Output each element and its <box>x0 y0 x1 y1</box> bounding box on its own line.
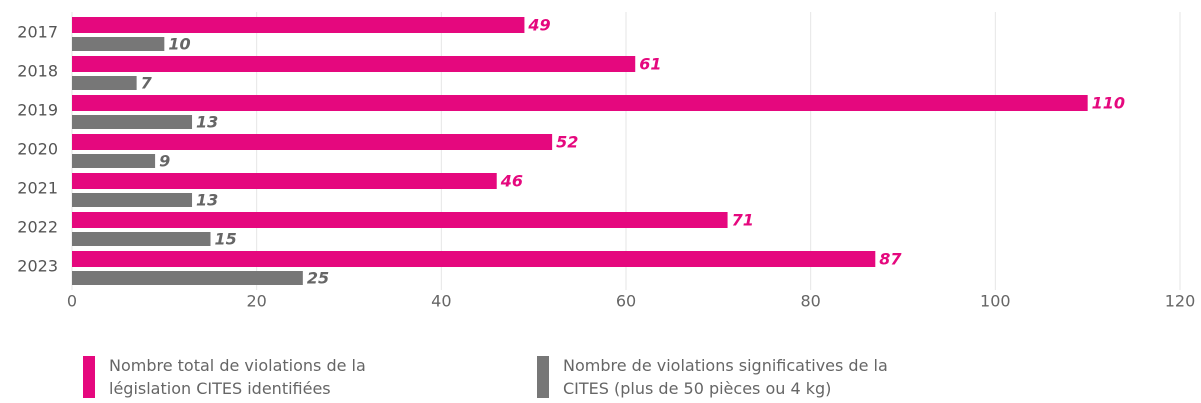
value-label: 49 <box>527 16 550 35</box>
bar <box>72 17 525 33</box>
y-tick-label: 2023 <box>17 257 58 276</box>
x-tick-label: 120 <box>1165 292 1196 311</box>
value-label: 13 <box>196 113 218 132</box>
legend-item: Nombre total de violations de la législa… <box>83 354 383 400</box>
legend-swatch <box>83 356 95 398</box>
value-label: 7 <box>141 74 153 93</box>
value-label: 25 <box>307 269 329 288</box>
legend-swatch <box>537 356 549 398</box>
value-label: 15 <box>215 230 237 249</box>
x-tick-label: 0 <box>67 292 77 311</box>
legend-item: Nombre de violations significatives de l… <box>537 354 937 400</box>
value-label: 46 <box>500 172 523 191</box>
value-label: 10 <box>168 35 190 54</box>
x-tick-label: 20 <box>246 292 266 311</box>
bar <box>72 76 137 90</box>
y-tick-label: 2019 <box>17 101 58 120</box>
y-tick-label: 2021 <box>17 179 58 198</box>
y-tick-label: 2022 <box>17 218 58 237</box>
value-label: 110 <box>1092 94 1125 113</box>
value-label: 9 <box>159 152 170 171</box>
value-label: 71 <box>732 211 754 230</box>
bar <box>72 154 156 168</box>
value-label: 52 <box>556 133 578 152</box>
plot: 0 20 40 60 80 100 120 2017 49 10 2018 61 7 2019 110 13 2… <box>17 12 1196 311</box>
bar <box>72 115 193 129</box>
legend-label: Nombre de violations significatives de l… <box>563 356 888 398</box>
x-tick-label: 60 <box>616 292 636 311</box>
y-tick-label: 2020 <box>17 140 58 159</box>
bar <box>72 271 303 285</box>
value-label: 87 <box>879 250 902 269</box>
bar <box>72 212 728 228</box>
x-tick-label: 100 <box>980 292 1011 311</box>
bar <box>72 37 165 51</box>
x-tick-label: 80 <box>800 292 820 311</box>
y-tick-label: 2017 <box>17 23 58 42</box>
y-tick-label: 2018 <box>17 62 58 81</box>
bar <box>72 173 497 189</box>
legend-label: Nombre total de violations de la législa… <box>109 356 366 398</box>
value-label: 61 <box>639 55 661 74</box>
bar <box>72 134 553 150</box>
bar <box>72 56 636 72</box>
bar <box>72 232 211 246</box>
bar <box>72 95 1088 111</box>
bar <box>72 251 876 267</box>
bar <box>72 193 193 207</box>
value-label: 13 <box>196 191 218 210</box>
x-tick-label: 40 <box>431 292 451 311</box>
